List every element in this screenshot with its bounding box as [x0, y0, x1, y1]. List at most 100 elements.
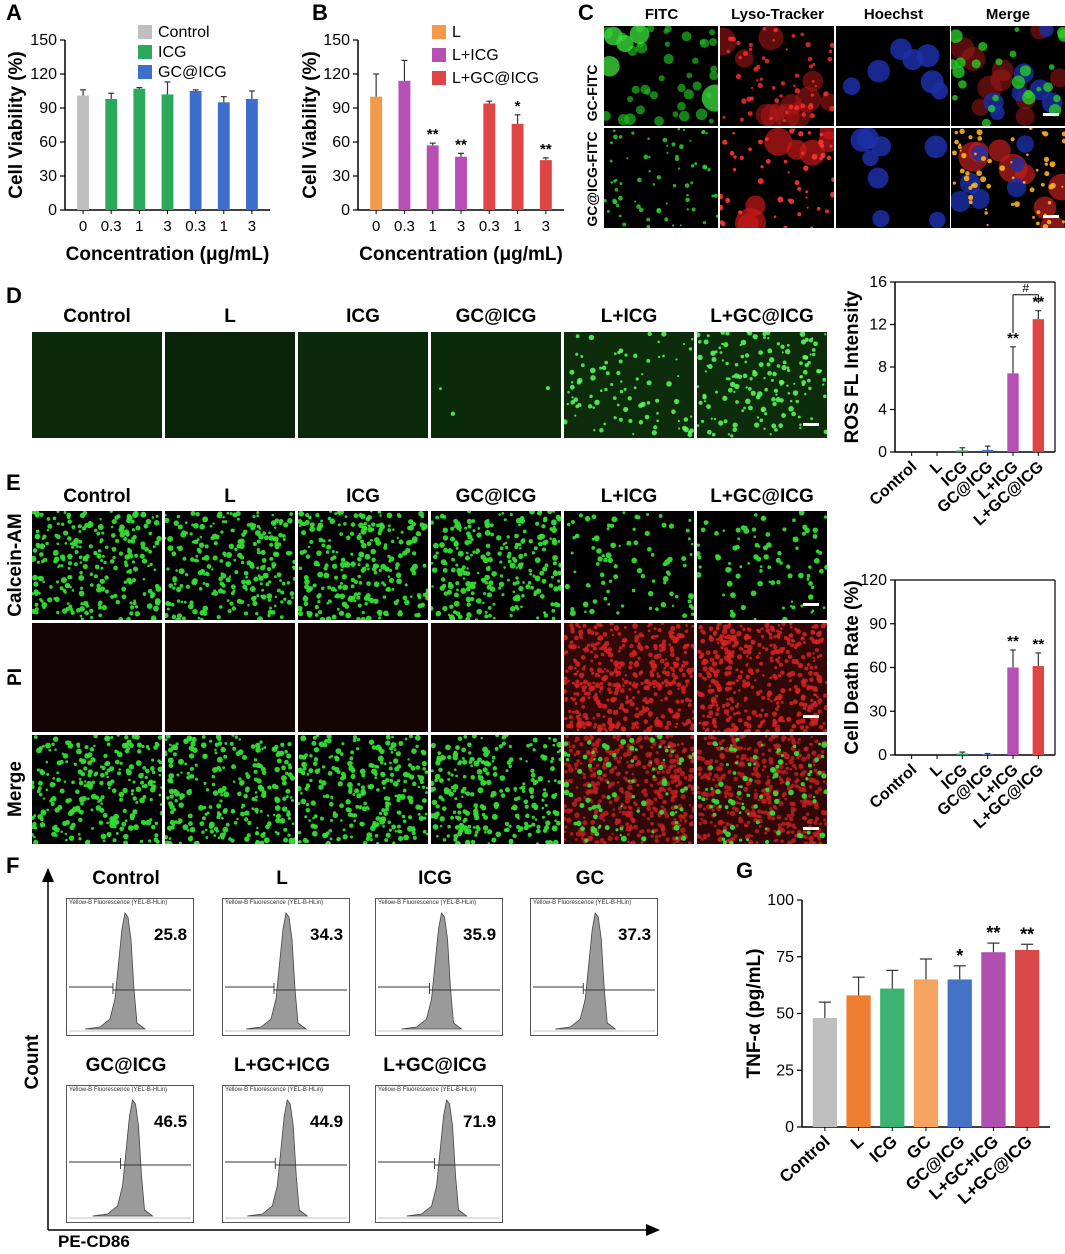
cell [402, 550, 408, 556]
cell [180, 771, 183, 774]
cell [261, 557, 267, 563]
cell [725, 332, 730, 336]
cell [711, 356, 717, 363]
cell [64, 583, 70, 589]
y-tick-label: 0 [878, 444, 887, 461]
cell [461, 747, 467, 753]
cell [667, 787, 672, 792]
cell [220, 530, 224, 534]
cell [755, 394, 761, 400]
cell [636, 690, 641, 694]
cell [129, 605, 135, 610]
cell [822, 606, 826, 610]
cell [266, 821, 272, 827]
micrograph [431, 623, 561, 732]
cell [570, 645, 574, 649]
cell [697, 790, 700, 795]
cell [218, 768, 222, 772]
cell [90, 793, 97, 800]
cell [974, 152, 977, 156]
cell [111, 788, 117, 794]
cell [677, 774, 681, 778]
cell [976, 129, 983, 136]
cell [688, 767, 694, 773]
cell [93, 772, 97, 777]
cell [744, 360, 748, 364]
cell [56, 522, 60, 526]
cell [385, 807, 389, 812]
cell [1036, 221, 1040, 226]
cell [759, 77, 763, 81]
cell [750, 390, 756, 396]
cell [602, 761, 607, 766]
cell [657, 340, 660, 344]
cell [634, 713, 640, 719]
cell [330, 795, 334, 799]
cell [705, 650, 711, 656]
cell [784, 348, 791, 355]
cell [176, 599, 181, 603]
cell [588, 334, 595, 341]
cell [149, 766, 155, 771]
cell [230, 584, 236, 590]
cell [350, 552, 354, 556]
cell [528, 568, 533, 573]
cell [688, 518, 692, 522]
cell [79, 606, 85, 612]
cell [258, 575, 264, 581]
cell [619, 389, 624, 394]
cell [216, 514, 221, 518]
cell [702, 727, 705, 730]
cell [569, 831, 574, 836]
c-image-gcicg-merge [951, 128, 1065, 228]
cell [183, 600, 187, 604]
cell [601, 794, 606, 799]
cell [819, 132, 824, 137]
cell [653, 654, 659, 660]
cell [134, 553, 139, 558]
cell [564, 419, 568, 425]
cell [824, 821, 827, 827]
cell [545, 386, 550, 391]
y-tick-label: 120 [323, 66, 350, 83]
cell [256, 539, 261, 544]
cell [486, 829, 493, 835]
cell [421, 760, 427, 767]
cell [194, 763, 198, 767]
background [298, 332, 428, 438]
cell [481, 812, 486, 817]
cell [444, 561, 448, 566]
cell [124, 563, 129, 568]
cell [616, 759, 621, 765]
cell [781, 364, 787, 371]
cell [746, 728, 751, 732]
cell [476, 571, 480, 575]
cell [633, 673, 639, 678]
cell [755, 655, 760, 659]
cell [719, 752, 725, 758]
cell [688, 593, 694, 600]
cell [781, 606, 785, 610]
cell [326, 735, 332, 739]
cell [300, 791, 303, 795]
cell [153, 568, 157, 572]
cell [776, 704, 780, 708]
cell [244, 810, 250, 816]
cell [676, 767, 683, 773]
cell [676, 831, 680, 834]
cell [374, 776, 378, 780]
scale-bar [1043, 215, 1059, 218]
cell [624, 353, 628, 357]
cell [627, 396, 632, 401]
cell [648, 754, 652, 758]
cell [604, 26, 623, 46]
cell [648, 170, 651, 173]
micrograph [564, 332, 694, 438]
cell [777, 673, 782, 678]
cell [457, 810, 462, 815]
cell [818, 653, 823, 658]
legend-swatch [138, 65, 152, 79]
cell [649, 672, 655, 678]
micrograph [697, 332, 827, 438]
cell [124, 735, 129, 740]
